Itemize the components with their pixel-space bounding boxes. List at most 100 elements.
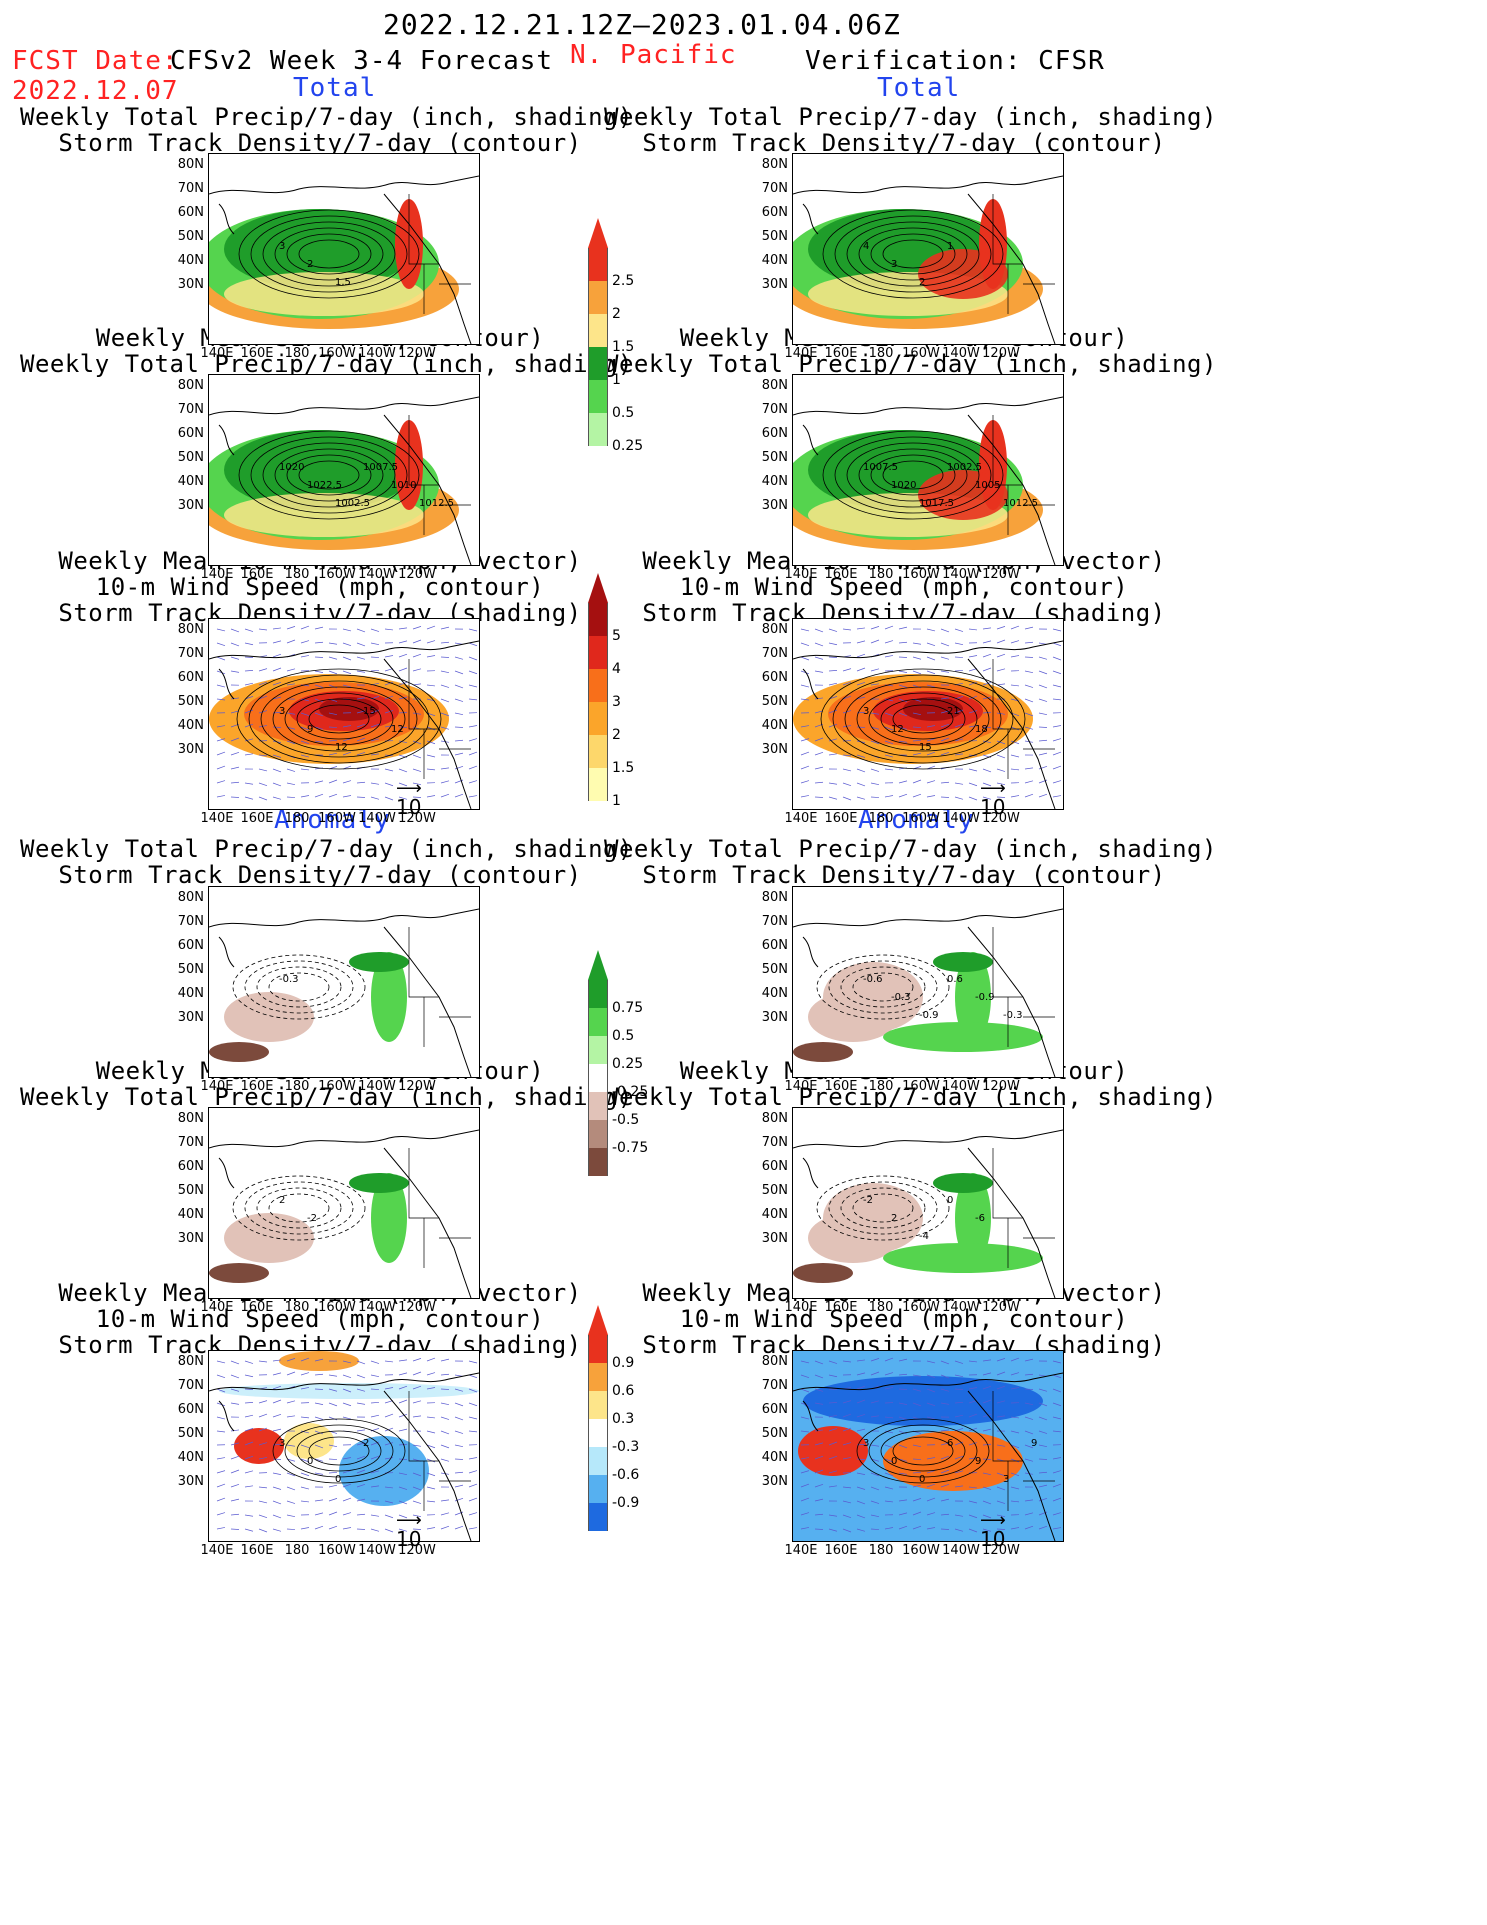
wind-vector [468,642,478,647]
precip-shade-red [918,249,1008,299]
wind-vector [1052,780,1062,784]
forecast-anomaly-label: Anomaly [274,805,391,835]
lat-tick-label: 50N [761,962,788,977]
lon-tick-label: 180 [868,346,894,361]
wind-vector [454,1458,464,1460]
wind-vector [954,1374,964,1378]
contour-label: 6 [947,1438,953,1449]
wind-vector [968,681,978,686]
wind-vector [800,1497,810,1502]
wind-vector [926,1388,936,1393]
wind-vector [870,726,880,730]
wind-vector [870,782,880,786]
lat-tick-label: 50N [177,694,204,709]
wind-vector [384,1500,394,1504]
lon-tick-label: 160E [824,1079,858,1094]
wind-vector [356,752,366,756]
wind-vector [800,751,810,756]
contour-line [274,448,384,502]
wind-vector [800,698,810,701]
wind-vector [468,725,478,728]
colorbar-segment [588,1120,608,1148]
contour-line [870,233,956,275]
colorbar-label: 0.6 [612,1383,635,1399]
wind-vector [244,1402,254,1404]
wind-vector [884,712,894,717]
wind-vector [982,1385,992,1390]
contour-line [244,960,354,1014]
fcst-date-value: 2022.12.07 [12,76,179,106]
wind-vector [842,1500,852,1504]
state-borders [408,1391,471,1511]
contour-label: 9 [975,1456,981,1467]
wind-vector [286,740,296,745]
contour-line [816,1175,950,1241]
wind-vector [426,1444,436,1449]
wind-vector [1024,726,1034,730]
wind-vector [856,1500,866,1505]
wind-vector [272,1472,282,1475]
wind-vector [870,1358,880,1362]
lat-tick-label: 70N [761,1378,788,1393]
wind-vector [870,796,880,798]
wind-vector [244,670,254,672]
wind-vector [426,655,436,658]
colorbar-label: 2 [612,306,621,322]
wind-vector [230,1455,240,1460]
wind-vector [230,1483,240,1488]
wind-vector [230,1442,240,1446]
wind-vector [370,1374,380,1378]
wind-vector [454,752,464,756]
wind-vector [968,1486,978,1489]
wind-vector [230,1374,240,1379]
wind-vector [440,780,450,784]
wind-vector [968,628,978,631]
wind-vector [342,1360,352,1364]
obs-anom-vector-ref: ⟶ 10 [980,1510,1006,1552]
wind-vector [398,782,408,787]
contour-line [840,966,926,1008]
precip-anom-dark-green [349,1173,409,1193]
lat-tick-label: 80N [761,1111,788,1126]
wind-vector [982,1472,992,1476]
lat-tick-label: 30N [177,742,204,757]
wind-vector [856,681,866,686]
wind-vector [1038,766,1048,770]
wind-vector [800,1430,810,1433]
contour-line [822,209,1004,299]
wind-vector [342,1483,352,1488]
wind-vector [1038,684,1048,689]
wind-vector [440,1358,450,1362]
state-borders [408,1148,471,1268]
contour-line [238,209,420,299]
wind-vector [244,1528,254,1532]
wind-vector [870,1514,880,1518]
wind-vector [954,1414,964,1418]
wind-vector [300,1416,310,1419]
lat-tick-label: 30N [177,498,204,513]
wind-vector [884,726,894,731]
wind-vector [216,1388,226,1393]
wind-vector [1024,1373,1034,1376]
wind-vector [216,1527,226,1530]
wind-vector [940,670,950,673]
wind-vector [412,668,422,672]
wind-vector [454,1388,464,1392]
wind-vector [230,1498,240,1502]
wind-vector [912,1525,922,1530]
colorbar-segment [588,1335,608,1363]
wind-vector [328,1484,338,1488]
wind-vector [884,1357,894,1362]
storm-anom-yellow [284,1423,334,1459]
contour-line [296,698,382,740]
wind-vector [468,1430,478,1433]
colorbar-label: 0.5 [612,405,635,421]
wind-vector [1024,1512,1034,1516]
wind-vector [856,1472,866,1475]
contour-line [880,1430,966,1472]
wind-vector [828,1470,838,1474]
wind-vector [982,711,992,714]
wind-vector [1038,1416,1048,1421]
wind-vector [870,626,880,630]
contour-line [880,698,966,740]
